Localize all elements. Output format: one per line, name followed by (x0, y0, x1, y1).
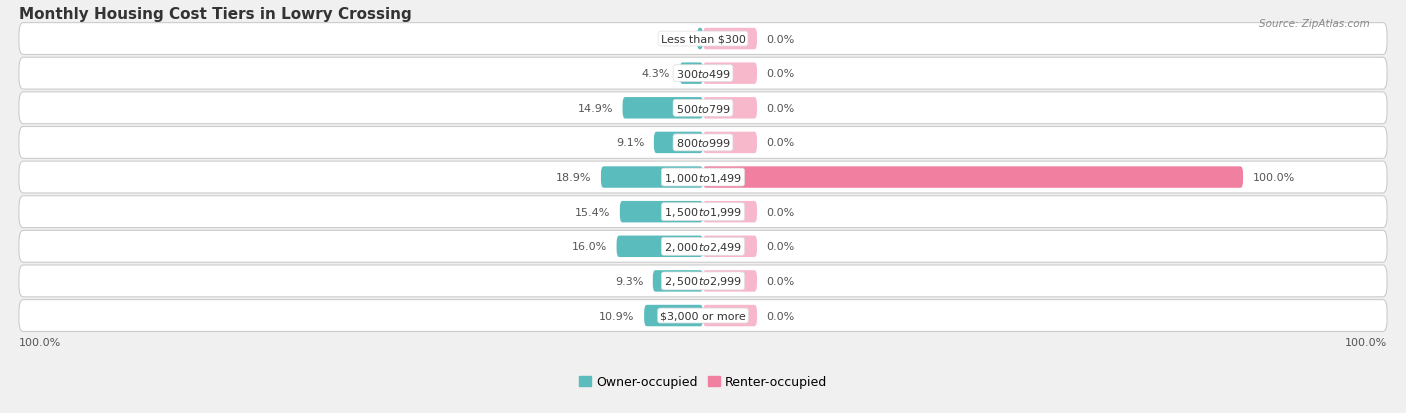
Text: 0.0%: 0.0% (766, 138, 794, 148)
FancyBboxPatch shape (18, 196, 1388, 228)
Text: 0.0%: 0.0% (766, 69, 794, 79)
FancyBboxPatch shape (644, 305, 703, 327)
FancyBboxPatch shape (18, 300, 1388, 332)
Text: 10.9%: 10.9% (599, 311, 634, 321)
Text: $2,000 to $2,499: $2,000 to $2,499 (664, 240, 742, 253)
Legend: Owner-occupied, Renter-occupied: Owner-occupied, Renter-occupied (579, 375, 827, 388)
FancyBboxPatch shape (18, 127, 1388, 159)
Text: Less than $300: Less than $300 (661, 34, 745, 45)
Text: 100.0%: 100.0% (18, 337, 62, 347)
Text: 9.1%: 9.1% (616, 138, 644, 148)
Text: $2,500 to $2,999: $2,500 to $2,999 (664, 275, 742, 288)
Text: 9.3%: 9.3% (614, 276, 643, 286)
Text: 18.9%: 18.9% (555, 173, 592, 183)
Text: 0.0%: 0.0% (766, 34, 794, 45)
FancyBboxPatch shape (697, 29, 703, 50)
FancyBboxPatch shape (18, 58, 1388, 90)
FancyBboxPatch shape (600, 167, 703, 188)
FancyBboxPatch shape (703, 167, 1243, 188)
Text: $1,000 to $1,499: $1,000 to $1,499 (664, 171, 742, 184)
FancyBboxPatch shape (703, 271, 756, 292)
FancyBboxPatch shape (703, 202, 756, 223)
FancyBboxPatch shape (679, 63, 703, 85)
Text: 100.0%: 100.0% (1253, 173, 1295, 183)
Text: Source: ZipAtlas.com: Source: ZipAtlas.com (1258, 19, 1369, 28)
Text: 0.0%: 0.0% (766, 207, 794, 217)
FancyBboxPatch shape (617, 236, 703, 257)
FancyBboxPatch shape (18, 265, 1388, 297)
Text: 1.1%: 1.1% (659, 34, 688, 45)
Text: 15.4%: 15.4% (575, 207, 610, 217)
Text: 14.9%: 14.9% (578, 104, 613, 114)
Text: 0.0%: 0.0% (766, 104, 794, 114)
FancyBboxPatch shape (623, 98, 703, 119)
Text: 16.0%: 16.0% (572, 242, 607, 252)
Text: 0.0%: 0.0% (766, 311, 794, 321)
FancyBboxPatch shape (652, 271, 703, 292)
Text: $1,500 to $1,999: $1,500 to $1,999 (664, 206, 742, 218)
FancyBboxPatch shape (18, 162, 1388, 194)
Text: Monthly Housing Cost Tiers in Lowry Crossing: Monthly Housing Cost Tiers in Lowry Cros… (18, 7, 412, 22)
FancyBboxPatch shape (703, 132, 756, 154)
Text: 100.0%: 100.0% (1344, 337, 1388, 347)
FancyBboxPatch shape (18, 231, 1388, 263)
FancyBboxPatch shape (18, 93, 1388, 124)
Text: 4.3%: 4.3% (641, 69, 671, 79)
Text: 0.0%: 0.0% (766, 276, 794, 286)
Text: $300 to $499: $300 to $499 (675, 68, 731, 80)
FancyBboxPatch shape (703, 29, 756, 50)
Text: 0.0%: 0.0% (766, 242, 794, 252)
FancyBboxPatch shape (703, 305, 756, 327)
Text: $3,000 or more: $3,000 or more (661, 311, 745, 321)
FancyBboxPatch shape (703, 236, 756, 257)
FancyBboxPatch shape (703, 63, 756, 85)
FancyBboxPatch shape (703, 98, 756, 119)
FancyBboxPatch shape (18, 24, 1388, 55)
FancyBboxPatch shape (654, 132, 703, 154)
Text: $800 to $999: $800 to $999 (675, 137, 731, 149)
Text: $500 to $799: $500 to $799 (675, 102, 731, 114)
FancyBboxPatch shape (620, 202, 703, 223)
